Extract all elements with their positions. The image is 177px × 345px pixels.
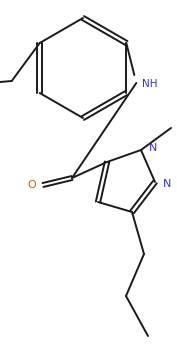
Text: O: O <box>27 180 36 190</box>
Text: N: N <box>149 143 157 153</box>
Text: N: N <box>163 179 171 189</box>
Text: NH: NH <box>142 79 158 89</box>
